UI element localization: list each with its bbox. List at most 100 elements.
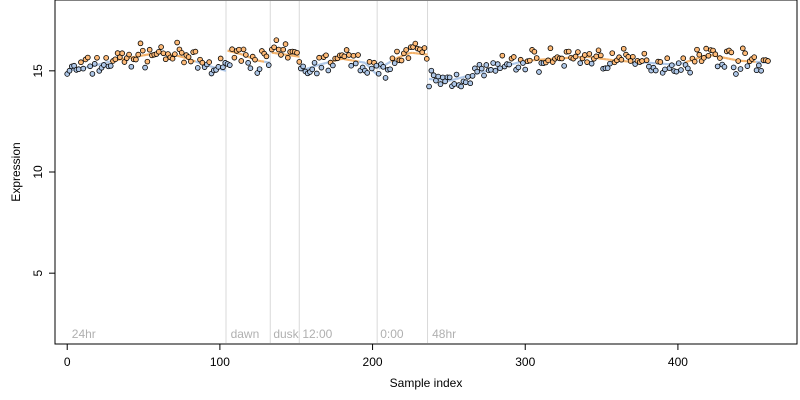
data-point [278, 52, 284, 58]
data-point [531, 48, 538, 55]
data-point [380, 64, 387, 70]
data-point [561, 63, 567, 69]
data-point [664, 55, 671, 62]
data-point [584, 59, 590, 65]
data-point [89, 71, 96, 77]
y-axis: 5 10 15 [31, 64, 56, 277]
data-point [527, 57, 533, 64]
data-point [662, 66, 668, 73]
data-point [80, 65, 87, 72]
y-tick-label: 15 [31, 64, 45, 78]
trend-line [346, 58, 350, 62]
trend-line [349, 58, 353, 62]
data-point [128, 63, 135, 70]
x-tick-label: 400 [668, 355, 688, 369]
data-point [137, 40, 144, 47]
data-point [604, 65, 611, 71]
data-point [730, 64, 737, 71]
data-point [215, 64, 222, 70]
data-point [442, 78, 448, 85]
trend-line [263, 60, 268, 64]
trend-line [97, 62, 102, 66]
data-point [229, 46, 235, 52]
data-point [265, 62, 272, 68]
data-point [169, 55, 176, 62]
trend-line [140, 54, 144, 57]
data-point [103, 55, 109, 61]
y-axis-title: Expression [9, 142, 23, 201]
trend-line [182, 56, 187, 60]
data-point [112, 56, 119, 63]
data-point [506, 61, 513, 68]
data-point [247, 65, 254, 72]
data-point [172, 51, 178, 57]
data-point [595, 47, 602, 54]
trend-line [511, 62, 515, 66]
data-point [373, 62, 380, 69]
data-point [91, 61, 98, 67]
data-point [119, 50, 125, 57]
data-point [481, 72, 487, 79]
data-point [181, 59, 187, 66]
x-tick-label: 200 [363, 355, 383, 369]
data-point [737, 66, 744, 72]
data-point [751, 54, 758, 60]
trend-line [222, 68, 227, 72]
data-point [740, 45, 746, 52]
x-tick-label: 300 [515, 355, 535, 369]
plot-frame [54, 0, 798, 345]
data-point [346, 52, 352, 58]
point-layer [64, 37, 771, 90]
data-point [238, 58, 245, 64]
data-point [465, 73, 471, 80]
data-point [156, 48, 162, 55]
data-point [753, 67, 760, 74]
trend-line [396, 55, 401, 60]
y-tick-label: 5 [31, 270, 45, 277]
data-point [499, 52, 506, 59]
data-point [469, 73, 476, 79]
data-point [426, 83, 432, 90]
data-point [107, 63, 114, 69]
data-point [705, 52, 712, 59]
data-point [280, 46, 287, 53]
data-point [575, 49, 581, 55]
trend-line [358, 60, 363, 64]
data-point [607, 60, 613, 67]
x-tick-label: 100 [210, 355, 230, 369]
annotation-label: 24hr [72, 327, 96, 341]
data-point [75, 66, 82, 73]
data-point [350, 52, 357, 59]
data-point [316, 54, 322, 61]
data-point [85, 54, 91, 61]
data-point [428, 67, 435, 74]
data-point [296, 59, 303, 65]
trend-line [210, 65, 215, 69]
data-point [318, 64, 325, 71]
trend-line [312, 64, 317, 68]
trend-line [315, 63, 320, 67]
data-point [680, 55, 687, 62]
data-point [742, 50, 748, 56]
data-point [355, 52, 361, 58]
data-point [756, 62, 762, 69]
data-point [627, 58, 634, 64]
data-point [581, 52, 588, 58]
data-point [135, 51, 142, 58]
data-point [588, 60, 595, 67]
data-point [192, 48, 199, 55]
annotation-label: 48hr [432, 327, 456, 341]
data-point [437, 81, 444, 87]
trend-line [361, 61, 366, 64]
data-point [467, 80, 474, 87]
data-point [174, 39, 180, 46]
data-point [510, 54, 517, 60]
trend-line [239, 52, 244, 56]
data-point [433, 77, 439, 84]
data-point [273, 37, 280, 43]
data-point [352, 60, 359, 67]
data-point [451, 81, 458, 87]
data-point [314, 70, 320, 77]
annotation-label: dawn [231, 327, 260, 341]
data-point [462, 79, 469, 86]
